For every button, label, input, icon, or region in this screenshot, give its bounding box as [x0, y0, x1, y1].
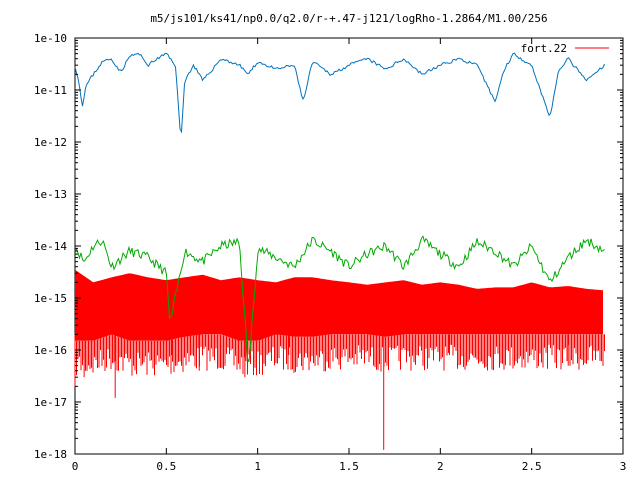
series-fort-22	[74, 269, 605, 450]
y-tick-label: 1e-14	[34, 240, 67, 253]
x-tick-label: 1	[254, 460, 261, 473]
y-tick-label: 1e-13	[34, 188, 67, 201]
x-tick-label: 2	[437, 460, 444, 473]
x-tick-label: 0.5	[156, 460, 176, 473]
y-tick-label: 1e-18	[34, 448, 67, 461]
x-tick-label: 1.5	[339, 460, 359, 473]
series-fort-22-band	[75, 269, 603, 341]
plot-frame	[74, 37, 624, 455]
chart-axes: 0 0.5 1 1.5 2 2.5 3 1e-10 1e-11 1e-12 1e-13 1e-14 1e…	[34, 32, 626, 473]
series-blue-line	[74, 52, 605, 134]
x-tick-label: 0	[72, 460, 79, 473]
x-tick-label: 3	[620, 460, 627, 473]
chart-title: m5/js101/ks41/np0.0/q2.0/r-+.47-j121/log…	[150, 12, 547, 25]
y-tick-label: 1e-10	[34, 32, 67, 45]
x-tick-label: 2.5	[522, 460, 542, 473]
y-tick-label: 1e-15	[34, 292, 67, 305]
legend-label-fort-22: fort.22	[521, 42, 567, 55]
series-green-line	[74, 235, 605, 363]
y-tick-label: 1e-17	[34, 396, 67, 409]
chart-marks	[74, 52, 605, 450]
y-tick-label: 1e-12	[34, 136, 67, 149]
chart-legend: fort.22	[521, 42, 609, 55]
y-tick-label: 1e-11	[34, 84, 67, 97]
y-tick-label: 1e-16	[34, 344, 67, 357]
